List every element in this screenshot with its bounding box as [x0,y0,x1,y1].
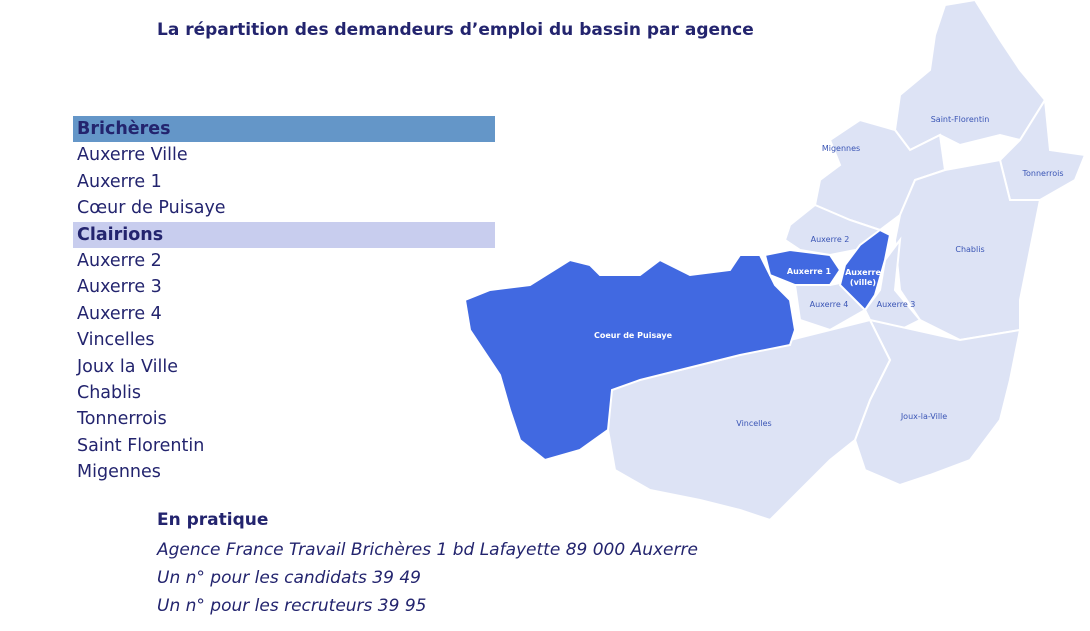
list-item: Joux la Ville [77,356,178,377]
agency-list: Brichères Auxerre Ville Auxerre 1 Cœur de P… [73,116,495,485]
agency-group: Brichères Auxerre Ville Auxerre 1 Cœur de P… [73,116,495,222]
region-highlight [838,228,892,312]
region-label: Auxerre 2 [811,235,850,244]
list-item: Auxerre 3 [77,277,162,298]
practical-info: En pratique Agence France Travail Brichè… [157,510,698,620]
list-item: Cœur de Puisaye [77,198,226,219]
list-item: Vincelles [77,330,155,351]
list-item: Tonnerrois [77,409,167,430]
page-title: La répartition des demandeurs d’emploi d… [157,20,754,40]
list-item: Chablis [77,382,141,403]
region-label: Auxerre 1 [787,267,832,276]
group-header: Clairions [73,221,495,248]
region-label: Auxerre [845,268,881,277]
section-title: En pratique [157,510,269,530]
region-label: Joux-la-Ville [900,412,947,421]
info-line: Un n° pour les candidats 39 49 [157,568,421,588]
list-item: Auxerre 2 [77,250,162,271]
agency-group: Clairions Auxerre 2 Auxerre 3 Auxerre 4 Vinc… [73,221,495,486]
region-highlight [463,254,797,462]
list-item: Migennes [77,462,161,483]
list-item: Auxerre 4 [77,303,162,324]
region-label: Chablis [955,245,984,254]
region [783,203,882,257]
region-label: Vincelles [736,419,771,428]
region-label: (ville) [850,278,876,287]
region-highlight [763,248,842,286]
list-item: Auxerre 1 [77,171,162,192]
region-label: Migennes [822,144,860,153]
region [893,0,1047,152]
info-line: Un n° pour les recruteurs 39 95 [157,596,427,616]
list-item: Auxerre Ville [77,145,188,166]
group-header: Brichères [73,116,495,143]
region-label: Tonnerrois [1021,169,1063,178]
info-line: Agence France Travail Brichères 1 bd Laf… [157,540,698,560]
region-label: Auxerre 4 [810,300,849,309]
region-label: Auxerre 3 [877,300,916,309]
region-label: Coeur de Puisaye [594,331,673,340]
region-label: Saint-Florentin [931,115,990,124]
list-item: Saint Florentin [77,435,205,456]
